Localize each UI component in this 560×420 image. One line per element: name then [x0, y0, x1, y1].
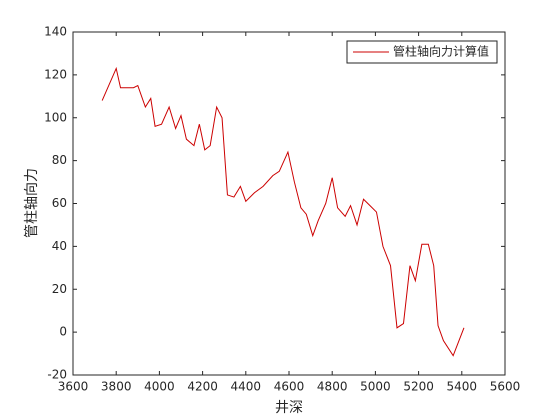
- y-tick-label: -20: [47, 368, 67, 382]
- y-tick-label: 100: [44, 110, 67, 124]
- y-tick-label: 60: [52, 196, 67, 210]
- legend-box: [346, 40, 498, 64]
- x-axis-label: 井深: [275, 400, 303, 416]
- x-tick-label: 5400: [447, 380, 478, 394]
- x-tick-label: 4800: [317, 380, 348, 394]
- y-tick-label: 20: [52, 282, 67, 296]
- x-tick-label: 4400: [231, 380, 262, 394]
- y-axis-label: 管柱轴向力: [24, 168, 40, 238]
- y-tick-label: 40: [52, 239, 67, 253]
- x-tick-label: 5200: [403, 380, 434, 394]
- y-tick-label: 0: [59, 325, 67, 339]
- x-tick-label: 4000: [144, 380, 175, 394]
- y-tick-label: 140: [44, 25, 67, 39]
- data-line: [101, 66, 465, 357]
- plot-frame: [72, 31, 506, 376]
- x-tick-label: 4200: [187, 380, 218, 394]
- legend-label: 管柱轴向力计算值: [393, 44, 489, 59]
- y-tick-label: 120: [44, 67, 67, 81]
- x-tick-label: 3600: [58, 380, 89, 394]
- x-tick-label: 5000: [360, 380, 391, 394]
- y-tick-label: 80: [52, 153, 67, 167]
- x-tick-label: 4600: [274, 380, 305, 394]
- x-tick-label: 5600: [490, 380, 521, 394]
- x-tick-label: 3800: [101, 380, 132, 394]
